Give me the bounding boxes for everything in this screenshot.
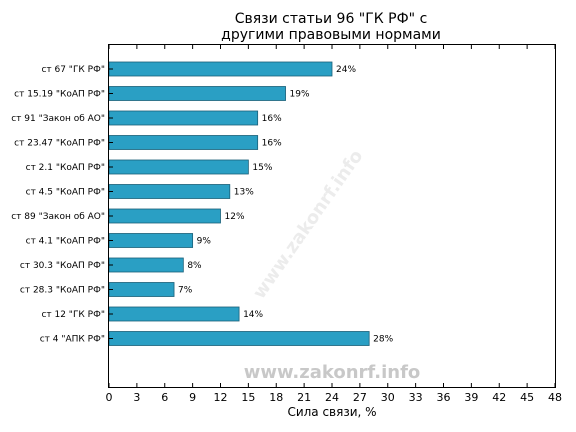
data-label: 24% [336,65,356,75]
plot-frame [108,44,556,388]
bar [108,159,249,175]
category-label: ст 12 "ГК РФ" [41,310,105,320]
x-axis-label: Сила связи, % [287,405,376,419]
category-label: ст 4.5 "КоАП РФ" [26,188,105,198]
x-tick-label: 6 [161,391,168,404]
category-label: ст 28.3 "КоАП РФ" [20,286,105,296]
data-label: 16% [262,114,282,124]
category-label: ст 89 "Закон об АО" [11,212,105,222]
x-tick-label: 42 [492,391,506,404]
chart-title-line2: другими правовыми нормами [221,27,441,43]
category-label: ст 30.3 "КоАП РФ" [20,261,105,271]
x-tick-label: 3 [133,391,140,404]
x-tick-label: 48 [548,391,562,404]
bar [108,257,184,273]
watermark: www.zakonrf.info [244,362,421,383]
bar [108,135,259,150]
data-label: 8% [187,261,202,271]
bar [108,86,286,101]
data-label: 28% [373,335,393,345]
bar [108,282,175,297]
category-label: ст 67 "ГК РФ" [41,65,105,75]
x-tick-label: 21 [297,391,311,404]
x-axis-ticks: 0 3 6 9 12 15 18 21 24 27 30 33 36 39 42 45 48 [106,45,562,404]
data-labels: 24% 19% 16% 16% 15% 13% 12% 9% 8% 7% 14% 28% [178,65,394,345]
data-label: 13% [234,188,254,198]
data-label: 19% [290,90,310,100]
bar [108,110,259,126]
chart-title-line1: Связи статьи 96 "ГК РФ" с [235,11,428,27]
category-label: ст 15.19 "КоАП РФ" [14,90,105,100]
data-label: 15% [252,163,272,173]
data-label: 9% [197,237,212,247]
category-label: ст 4.1 "КоАП РФ" [26,237,105,247]
bar [108,331,370,346]
category-label: ст 91 "Закон об АО" [11,114,105,124]
category-label: ст 23.47 "КоАП РФ" [14,139,105,149]
data-label: 7% [178,286,193,296]
bar [108,61,333,77]
x-tick-label: 36 [437,391,451,404]
x-tick-label: 12 [214,391,228,404]
category-label: ст 4 "АПК РФ" [40,335,105,345]
bar [108,184,231,199]
x-tick-label: 33 [409,391,423,404]
category-labels: ст 67 "ГК РФ" ст 15.19 "КоАП РФ" ст 91 "За… [11,65,113,345]
bar [108,208,221,224]
x-tick-label: 30 [381,391,395,404]
x-tick-label: 27 [353,391,367,404]
x-tick-label: 15 [241,391,255,404]
bar [108,306,240,322]
bar [108,233,194,248]
data-label: 12% [225,212,245,222]
x-tick-label: 9 [189,391,196,404]
x-tick-label: 24 [325,391,339,404]
x-tick-label: 0 [106,391,113,404]
data-label: 14% [243,310,263,320]
category-label: ст 2.1 "КоАП РФ" [26,163,105,173]
x-tick-label: 45 [520,391,534,404]
x-tick-label: 39 [464,391,478,404]
data-label: 16% [262,139,282,149]
x-tick-label: 18 [269,391,283,404]
